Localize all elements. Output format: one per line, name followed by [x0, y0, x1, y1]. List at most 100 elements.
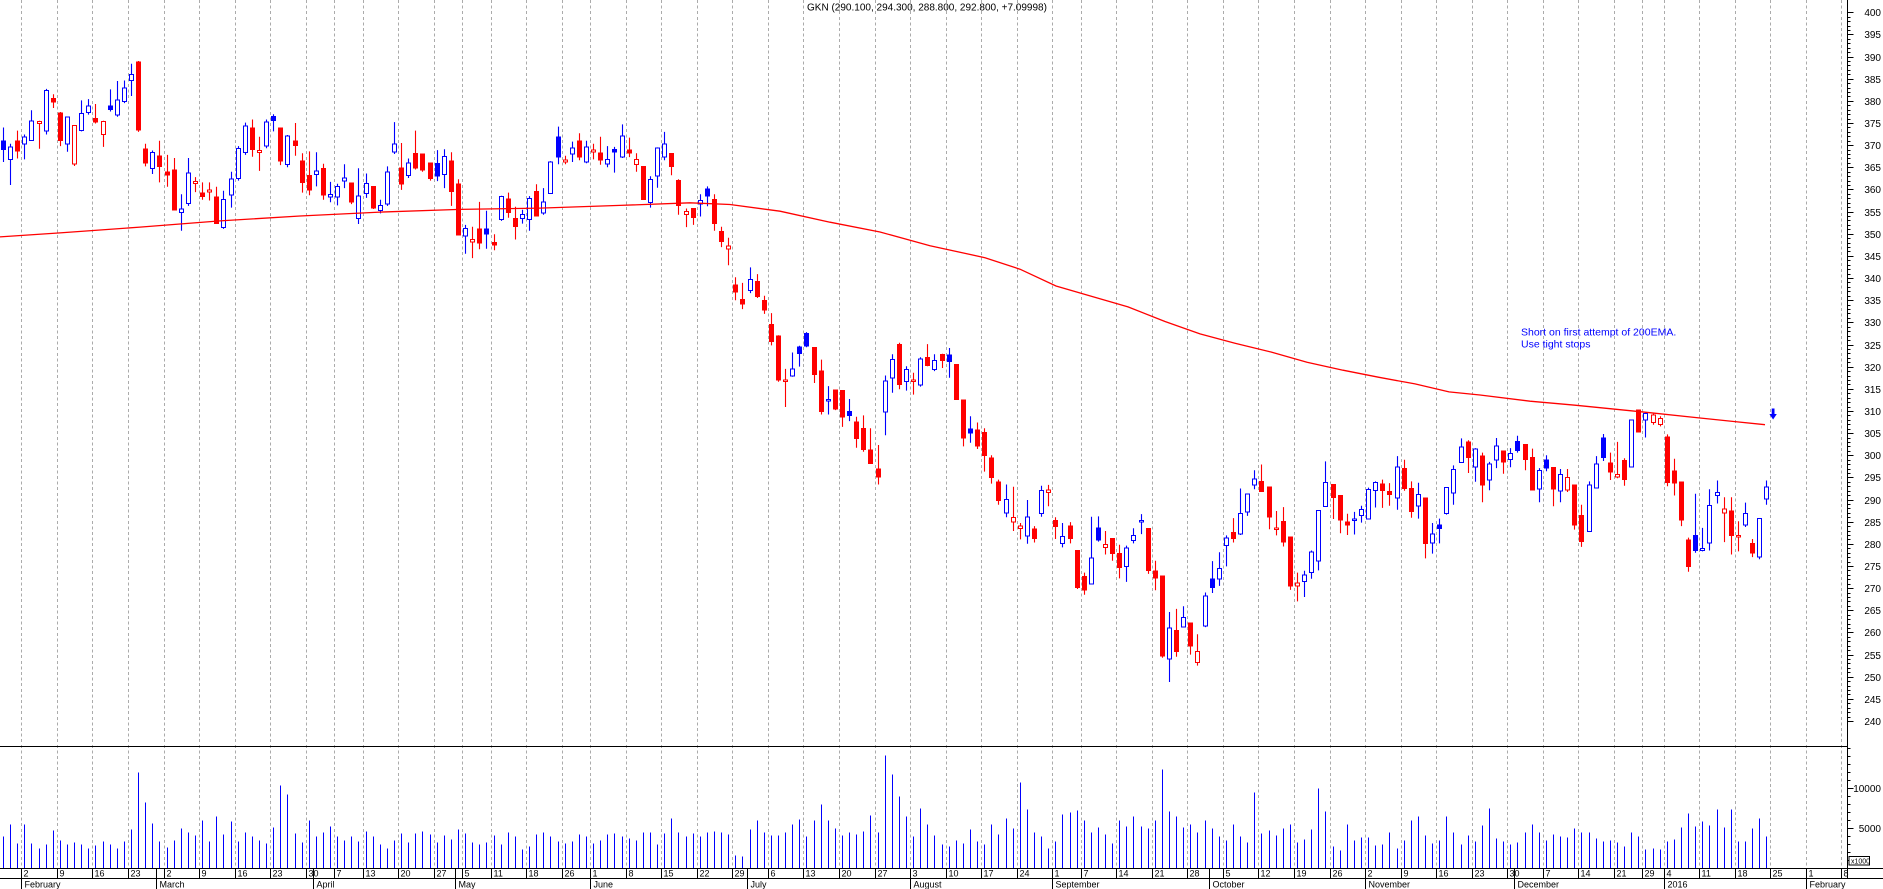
svg-text:28: 28 — [1190, 869, 1200, 879]
svg-text:8: 8 — [629, 869, 634, 879]
svg-text:17: 17 — [984, 869, 994, 879]
svg-text:320: 320 — [1864, 363, 1881, 374]
svg-text:6: 6 — [771, 869, 776, 879]
svg-text:February: February — [1810, 880, 1847, 889]
svg-text:390: 390 — [1864, 53, 1881, 64]
svg-text:23: 23 — [131, 869, 141, 879]
svg-text:29: 29 — [1645, 869, 1655, 879]
svg-text:255: 255 — [1864, 651, 1881, 662]
svg-text:7: 7 — [1084, 869, 1089, 879]
svg-text:270: 270 — [1864, 584, 1881, 595]
svg-text:11: 11 — [494, 869, 503, 879]
svg-text:11: 11 — [1702, 869, 1711, 879]
svg-text:9: 9 — [60, 869, 65, 879]
svg-text:275: 275 — [1864, 562, 1881, 573]
svg-text:2: 2 — [24, 869, 29, 879]
svg-text:370: 370 — [1864, 141, 1881, 152]
svg-text:Use tight stops: Use tight stops — [1521, 339, 1590, 351]
svg-text:355: 355 — [1864, 208, 1881, 219]
svg-text:30: 30 — [309, 869, 319, 879]
svg-text:18: 18 — [529, 869, 539, 879]
svg-text:3: 3 — [913, 869, 918, 879]
svg-text:26: 26 — [1333, 869, 1343, 879]
svg-text:12: 12 — [1261, 869, 1271, 879]
svg-text:29: 29 — [735, 869, 745, 879]
svg-text:August: August — [914, 880, 943, 889]
svg-text:265: 265 — [1864, 606, 1881, 617]
svg-text:2016: 2016 — [1668, 880, 1688, 889]
svg-text:385: 385 — [1864, 75, 1881, 86]
svg-text:16: 16 — [1439, 869, 1449, 879]
svg-text:13: 13 — [806, 869, 816, 879]
svg-text:260: 260 — [1864, 628, 1881, 639]
svg-text:February: February — [25, 880, 62, 889]
svg-text:300: 300 — [1864, 451, 1881, 462]
svg-text:5000: 5000 — [1859, 824, 1882, 835]
svg-text:245: 245 — [1864, 695, 1881, 706]
svg-text:325: 325 — [1864, 341, 1881, 352]
svg-text:19: 19 — [1297, 869, 1307, 879]
svg-text:November: November — [1369, 880, 1411, 889]
svg-text:27: 27 — [437, 869, 447, 879]
svg-text:18: 18 — [1738, 869, 1748, 879]
svg-text:x1000: x1000 — [1851, 859, 1870, 866]
svg-text:21: 21 — [1155, 869, 1165, 879]
svg-text:5: 5 — [465, 869, 470, 879]
svg-text:July: July — [751, 880, 768, 889]
svg-text:280: 280 — [1864, 540, 1881, 551]
svg-text:315: 315 — [1864, 385, 1881, 396]
svg-text:7: 7 — [337, 869, 342, 879]
svg-text:1: 1 — [593, 869, 598, 879]
svg-text:375: 375 — [1864, 119, 1881, 130]
svg-text:GKN (290.100, 294.300, 288.800: GKN (290.100, 294.300, 288.800, 292.800,… — [807, 3, 1047, 14]
svg-text:305: 305 — [1864, 429, 1881, 440]
svg-text:2: 2 — [1368, 869, 1373, 879]
svg-text:16: 16 — [238, 869, 248, 879]
svg-text:23: 23 — [273, 869, 283, 879]
svg-text:September: September — [1056, 880, 1100, 889]
svg-text:8: 8 — [1844, 869, 1849, 879]
svg-text:330: 330 — [1864, 318, 1881, 329]
svg-text:14: 14 — [1581, 869, 1591, 879]
svg-text:350: 350 — [1864, 230, 1881, 241]
svg-text:10000: 10000 — [1853, 784, 1881, 795]
svg-text:30: 30 — [1510, 869, 1520, 879]
svg-text:335: 335 — [1864, 296, 1881, 307]
svg-text:25: 25 — [1773, 869, 1783, 879]
svg-text:14: 14 — [1119, 869, 1129, 879]
svg-text:1: 1 — [1809, 869, 1814, 879]
svg-text:26: 26 — [565, 869, 575, 879]
svg-text:22: 22 — [700, 869, 710, 879]
svg-text:15: 15 — [664, 869, 674, 879]
svg-text:9: 9 — [1404, 869, 1409, 879]
svg-text:365: 365 — [1864, 163, 1881, 174]
svg-text:October: October — [1213, 880, 1245, 889]
svg-text:345: 345 — [1864, 252, 1881, 263]
svg-text:9: 9 — [202, 869, 207, 879]
svg-text:April: April — [317, 880, 335, 889]
svg-text:20: 20 — [401, 869, 411, 879]
svg-text:4: 4 — [1667, 869, 1672, 879]
svg-text:27: 27 — [878, 869, 888, 879]
svg-text:5: 5 — [1226, 869, 1231, 879]
svg-text:March: March — [160, 880, 185, 889]
svg-text:310: 310 — [1864, 407, 1881, 418]
svg-text:380: 380 — [1864, 97, 1881, 108]
svg-text:21: 21 — [1617, 869, 1627, 879]
svg-text:285: 285 — [1864, 518, 1881, 529]
svg-text:Short on first attempt of 200E: Short on first attempt of 200EMA. — [1521, 327, 1676, 339]
svg-text:295: 295 — [1864, 473, 1881, 484]
svg-text:7: 7 — [1546, 869, 1551, 879]
svg-text:May: May — [459, 880, 477, 889]
svg-text:1: 1 — [1055, 869, 1060, 879]
svg-text:340: 340 — [1864, 274, 1881, 285]
svg-text:395: 395 — [1864, 30, 1881, 41]
svg-text:20: 20 — [842, 869, 852, 879]
svg-text:13: 13 — [366, 869, 376, 879]
svg-text:400: 400 — [1864, 8, 1881, 19]
svg-text:June: June — [594, 880, 614, 889]
svg-text:16: 16 — [95, 869, 105, 879]
svg-text:2: 2 — [167, 869, 172, 879]
svg-text:December: December — [1518, 880, 1560, 889]
svg-text:24: 24 — [1020, 869, 1030, 879]
